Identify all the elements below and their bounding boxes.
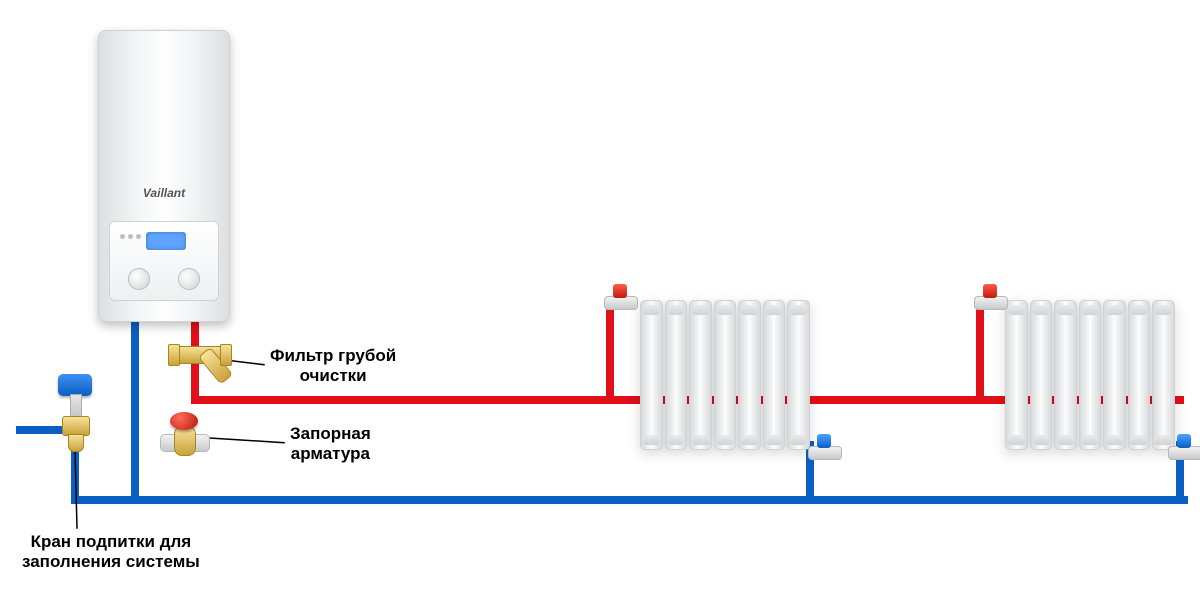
radiator <box>1005 300 1175 450</box>
boiler-panel <box>109 221 219 301</box>
boiler-knob-icon <box>178 268 200 290</box>
shutoff-valve <box>160 416 208 460</box>
boiler-display <box>146 232 186 250</box>
boiler: Vaillant <box>98 30 230 322</box>
boiler-knob-icon <box>128 268 150 290</box>
return-valve <box>808 438 840 462</box>
label-feed: Кран подпитки длязаполнения системы <box>22 532 200 571</box>
radiator <box>640 300 810 450</box>
return-valve <box>1168 438 1200 462</box>
label-filter: Фильтр грубойочистки <box>270 346 396 385</box>
y-strainer <box>172 342 226 388</box>
supply-valve <box>604 288 636 312</box>
boiler-brand: Vaillant <box>99 186 229 200</box>
label-shutoff: Запорнаяарматура <box>290 424 371 463</box>
feed-valve <box>52 380 98 450</box>
supply-valve <box>974 288 1006 312</box>
